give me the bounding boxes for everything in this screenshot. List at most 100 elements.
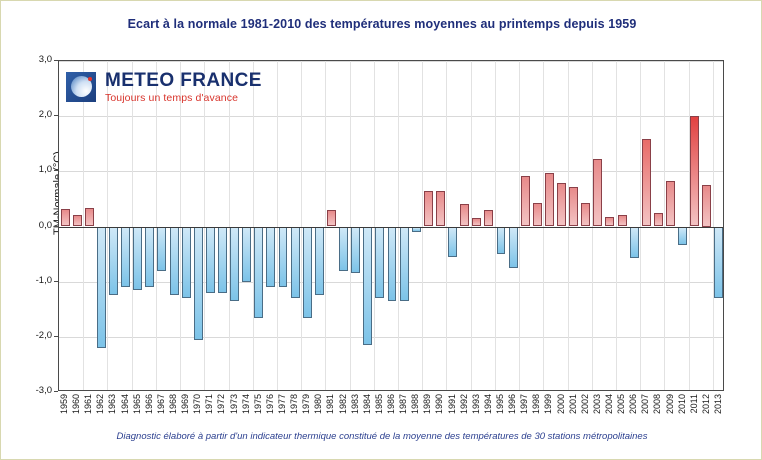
x-tick-label: 2009 bbox=[664, 394, 675, 415]
gridline-vertical bbox=[301, 61, 302, 390]
gridline-horizontal bbox=[59, 116, 723, 118]
bar bbox=[399, 226, 409, 301]
y-tick-label: 1,0 bbox=[38, 164, 52, 176]
gridline-horizontal bbox=[59, 336, 723, 338]
gridline-vertical bbox=[616, 61, 617, 390]
bar bbox=[230, 226, 240, 301]
bar bbox=[193, 226, 203, 340]
bar bbox=[351, 226, 361, 274]
gridline-vertical bbox=[495, 61, 496, 390]
x-tick-label: 1996 bbox=[507, 394, 518, 415]
x-tick-label: 2005 bbox=[616, 394, 627, 415]
gridline-vertical bbox=[132, 61, 133, 390]
x-tick-label: 1991 bbox=[446, 394, 457, 415]
x-tick-label: 1966 bbox=[143, 394, 154, 415]
x-tick-label: 1973 bbox=[228, 394, 239, 415]
bar bbox=[448, 226, 458, 257]
x-tick-label: 1967 bbox=[155, 394, 166, 415]
x-tick-label: 1990 bbox=[434, 394, 445, 415]
logo-text-block: METEO FRANCE Toujours un temps d'avance bbox=[105, 71, 262, 104]
bar bbox=[242, 226, 252, 282]
y-tick-mark bbox=[54, 115, 58, 117]
y-tick-label: 3,0 bbox=[38, 54, 52, 65]
y-tick-mark bbox=[54, 391, 58, 392]
bar bbox=[363, 226, 373, 346]
logo-tagline: Toujours un temps d'avance bbox=[105, 91, 239, 104]
gridline-vertical bbox=[713, 61, 714, 390]
x-tick-label: 1995 bbox=[494, 394, 505, 415]
bar bbox=[278, 226, 288, 288]
plot-wrapper: TM-Normale (°C) 3,02,01,00,0-1,0-2,0-3,0 bbox=[36, 54, 724, 396]
bar bbox=[484, 209, 494, 227]
gridline-vertical bbox=[543, 61, 544, 390]
logo-dot-icon bbox=[88, 77, 92, 81]
x-tick-label: 2007 bbox=[640, 394, 651, 415]
bar bbox=[544, 172, 554, 227]
gridline-vertical bbox=[107, 61, 108, 390]
bar bbox=[375, 226, 385, 299]
bar bbox=[266, 226, 276, 288]
x-tick-label: 2001 bbox=[567, 394, 578, 415]
bar bbox=[84, 208, 94, 227]
bar bbox=[508, 226, 518, 268]
x-tick-label: 1980 bbox=[313, 394, 324, 415]
x-tick-label: 2003 bbox=[591, 394, 602, 415]
gridline-vertical bbox=[422, 61, 423, 390]
x-tick-label: 1972 bbox=[216, 394, 227, 415]
x-tick-label: 1983 bbox=[349, 394, 360, 415]
gridline-vertical bbox=[374, 61, 375, 390]
y-tick-label: -1,0 bbox=[35, 274, 52, 286]
x-tick-label: 2002 bbox=[579, 394, 590, 415]
x-tick-label: 2004 bbox=[603, 394, 614, 415]
gridline-vertical bbox=[568, 61, 569, 390]
x-tick-label: 1970 bbox=[192, 394, 203, 415]
bar bbox=[690, 116, 700, 227]
bar bbox=[254, 226, 264, 318]
bar bbox=[653, 212, 663, 227]
x-tick-label: 1986 bbox=[386, 394, 396, 415]
y-tick-mark bbox=[54, 60, 58, 61]
x-tick-label: 2010 bbox=[676, 394, 687, 415]
bar bbox=[569, 186, 579, 227]
logo-name: METEO FRANCE bbox=[105, 69, 262, 91]
gridline-vertical bbox=[325, 61, 326, 390]
x-tick-label: 1999 bbox=[543, 394, 554, 415]
x-tick-label: 1977 bbox=[277, 394, 288, 415]
gridline-vertical bbox=[398, 61, 399, 390]
bar bbox=[133, 226, 143, 290]
bar bbox=[96, 226, 106, 348]
x-tick-label: 1968 bbox=[168, 394, 179, 415]
bar bbox=[472, 218, 482, 227]
x-tick-label: 1981 bbox=[325, 394, 336, 415]
x-tick-label: 1998 bbox=[531, 394, 542, 415]
x-tick-label: 2012 bbox=[700, 394, 711, 415]
bar bbox=[326, 209, 336, 227]
y-tick-mark bbox=[54, 280, 58, 282]
bar bbox=[593, 159, 603, 227]
gridline-vertical bbox=[277, 61, 278, 390]
gridline-vertical bbox=[446, 61, 447, 390]
x-tick-label: 1992 bbox=[458, 394, 469, 415]
gridline-vertical bbox=[664, 61, 665, 390]
x-tick-label: 1971 bbox=[204, 394, 215, 415]
gridline-vertical bbox=[83, 61, 84, 390]
page-title: Ecart à la normale 1981-2010 des tempéra… bbox=[127, 17, 637, 31]
bar bbox=[339, 226, 349, 271]
gridline-vertical bbox=[592, 61, 593, 390]
bar bbox=[60, 208, 70, 227]
x-tick-label: 1988 bbox=[410, 394, 421, 415]
x-tick-label: 2000 bbox=[555, 394, 566, 415]
gridline-vertical bbox=[350, 61, 351, 390]
gridline-vertical bbox=[253, 61, 254, 390]
gridline-vertical bbox=[640, 61, 641, 390]
x-tick-label: 1960 bbox=[71, 394, 82, 415]
x-tick-label: 1969 bbox=[180, 394, 191, 415]
x-tick-label: 1965 bbox=[131, 394, 142, 415]
y-tick-mark bbox=[54, 225, 58, 227]
x-axis-labels: 1959 1960 1961 1962 1963 1964 1965 1966 1967 1968… bbox=[58, 394, 724, 428]
bar bbox=[605, 216, 615, 227]
bar bbox=[532, 203, 542, 227]
bar bbox=[629, 226, 639, 259]
gridline-vertical bbox=[156, 61, 157, 390]
x-tick-label: 1987 bbox=[398, 394, 409, 415]
